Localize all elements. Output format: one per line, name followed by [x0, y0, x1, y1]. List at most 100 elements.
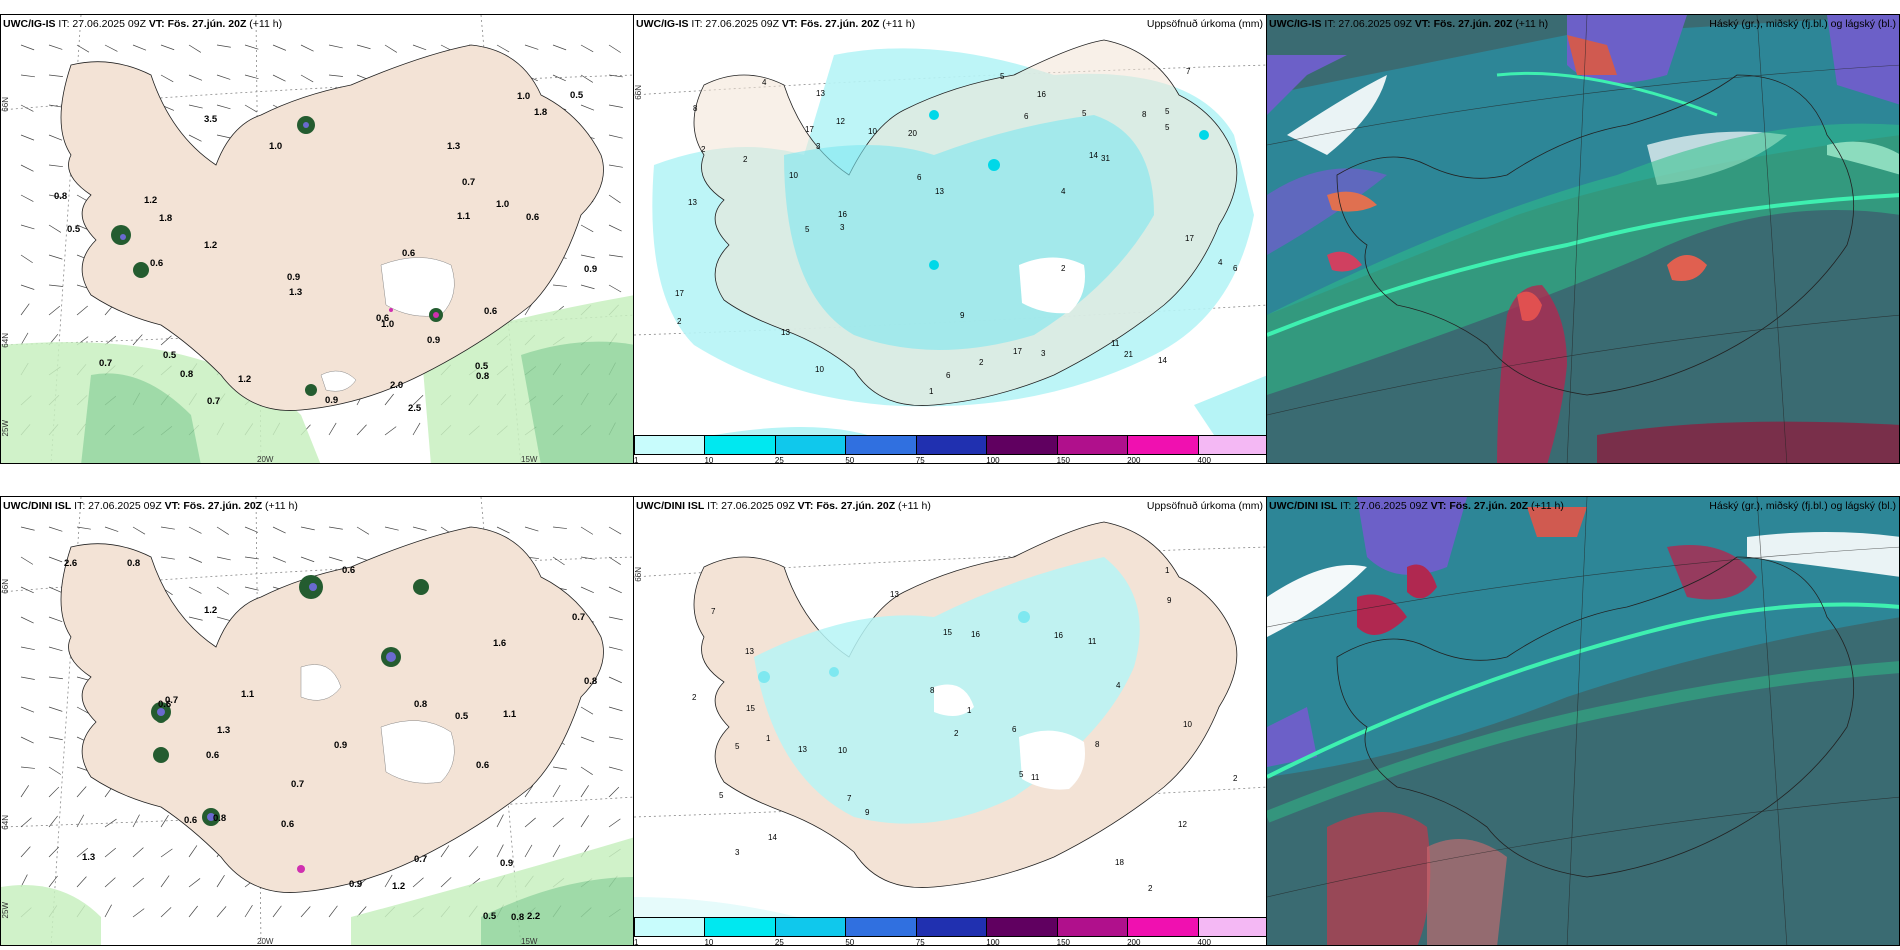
wind-barb: [272, 44, 287, 51]
value-label: 0.7: [99, 358, 112, 369]
wind-barb: [580, 224, 594, 233]
wind-barb: [328, 422, 337, 436]
title-wind-dini: UWC/DINI ISL IT: 27.06.2025 09Z VT: Fös.…: [3, 500, 298, 512]
value-label: 3: [735, 848, 740, 857]
wind-barb: [48, 526, 63, 532]
value-label: 10: [789, 171, 798, 180]
value-label: 11: [1088, 637, 1097, 646]
value-label: 1.3: [82, 852, 95, 863]
wind-barb: [188, 586, 202, 594]
value-label: 13: [781, 328, 790, 337]
value-label: 2: [1148, 884, 1153, 893]
value-label: 10: [868, 127, 877, 136]
wind-barb: [608, 818, 621, 828]
value-label: 6: [1012, 725, 1017, 734]
wind-barb: [48, 706, 63, 712]
value-label: 1.2: [144, 195, 157, 206]
legend-label: 100: [986, 938, 1000, 946]
value-label: 6: [946, 371, 951, 380]
wind-barb: [20, 706, 35, 713]
value-label: 2: [701, 145, 706, 154]
wind-barb: [20, 736, 34, 744]
wind-barb: [20, 616, 34, 624]
value-label: 10: [815, 365, 824, 374]
wind-barb: [496, 526, 510, 534]
wind-barb: [104, 877, 116, 888]
legend-label: 150: [1056, 938, 1071, 946]
wind-barb: [216, 44, 231, 48]
value-label: 0.9: [427, 335, 440, 346]
wind-barb: [48, 646, 63, 652]
wind-barb: [272, 905, 282, 918]
wind-barb: [300, 44, 314, 52]
value-label: 2: [692, 693, 697, 702]
legend-swatch: [1056, 917, 1129, 937]
wind-barb: [76, 706, 90, 715]
lon-label-20w: 20W: [257, 455, 274, 464]
value-label: 3: [840, 223, 845, 232]
wind-barb: [48, 104, 63, 108]
panel-clouds-dini: UWC/DINI ISL IT: 27.06.2025 09Z VT: Fös.…: [1266, 496, 1900, 946]
legend-label: 1: [634, 938, 639, 946]
value-label: 0.6: [158, 699, 171, 710]
wind-barb: [104, 526, 119, 532]
value-label: 0.7: [165, 695, 178, 706]
wind-barb: [580, 766, 593, 775]
wind-barb: [384, 526, 399, 531]
value-label: 0.5: [483, 911, 497, 922]
value-label: 1.3: [447, 141, 460, 152]
value-label: 1: [929, 387, 934, 396]
value-label: 0.9: [325, 395, 338, 406]
value-label: 1.8: [159, 213, 172, 224]
value-label: 7: [847, 794, 852, 803]
value-label: 0.7: [462, 177, 475, 188]
wind-barb: [608, 194, 621, 204]
wind-barb: [48, 875, 58, 888]
wind-barb: [580, 815, 590, 828]
wind-barb: [76, 847, 89, 858]
value-label: 0.5: [475, 361, 489, 372]
value-label: 0.6: [184, 815, 197, 826]
wind-barb: [300, 526, 315, 531]
value-label: 7: [711, 607, 716, 616]
wind-barb: [608, 766, 623, 771]
wind-barb: [20, 104, 34, 112]
value-label: 5: [719, 791, 724, 800]
wind-barb: [48, 556, 63, 563]
value-label: 0.5: [163, 350, 177, 361]
wind-barb: [216, 134, 231, 139]
wind-barb: [300, 74, 314, 83]
panel-wind-dini: 0.7 0.6 0.8 0.6 2.2 1.2 0.6 0.6 0.8 0.5 1.1 0.6 2.6 0…: [0, 496, 634, 946]
wind-barb: [272, 526, 286, 534]
wind-barb: [48, 164, 63, 168]
wind-barb: [244, 44, 259, 50]
wind-barb: [580, 556, 595, 560]
value-label: 2: [954, 729, 959, 738]
precip-legend-igis: [634, 435, 1266, 455]
wind-barb: [188, 905, 198, 918]
title-clouds-label-igis: Háský (gr.), miðský (fj.bl.) og lágský (…: [1709, 18, 1896, 30]
value-label: 0.6: [281, 819, 294, 830]
wind-barb: [20, 646, 35, 651]
value-label: 0.6: [342, 565, 355, 576]
legend-label: 1: [634, 456, 639, 464]
lat-label-64: 64N: [1, 333, 10, 348]
wind-barb: [188, 44, 202, 53]
legend-swatch: [634, 435, 706, 455]
value-label: 0.9: [349, 879, 362, 890]
value-label: 13: [935, 187, 944, 196]
value-label: 15: [746, 704, 755, 713]
value-label: 1: [766, 734, 771, 743]
value-label: 5: [1019, 770, 1024, 779]
value-label: 1.1: [503, 709, 517, 720]
wind-barb: [608, 104, 623, 108]
value-label: 3: [1041, 349, 1046, 358]
value-label: 17: [675, 289, 684, 298]
wind-barb: [580, 104, 595, 111]
wind-barb: [552, 817, 564, 828]
wind-barb: [48, 736, 63, 741]
wind-barb: [580, 254, 595, 259]
wind-barb: [76, 876, 87, 888]
value-label: 2: [1233, 774, 1238, 783]
legend-swatch: [986, 435, 1058, 455]
